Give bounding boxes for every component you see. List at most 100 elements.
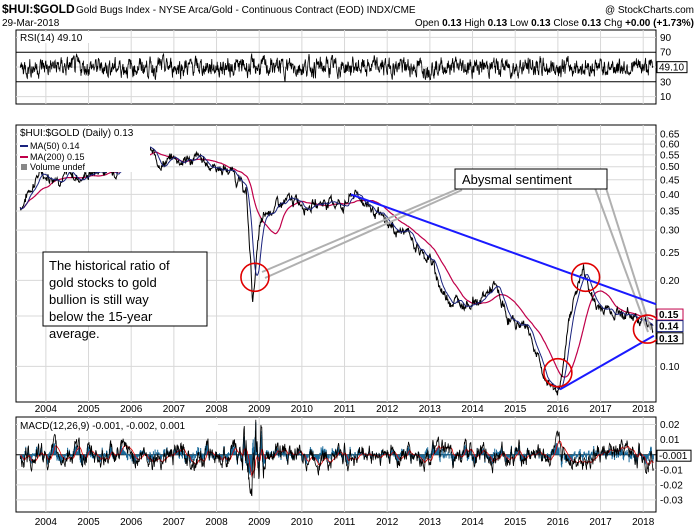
price-y-tick-label: 0.55: [660, 150, 680, 161]
x-tick-label-2010: 2010: [291, 404, 314, 415]
x-tick-label-macd-2014: 2014: [461, 517, 484, 528]
volume-legend: Volume undef: [30, 162, 86, 172]
circle-2016-high: [570, 262, 601, 293]
date-label: 29-Mar-2018: [2, 18, 60, 29]
circle-2016-low: [543, 357, 573, 388]
x-tick-label-macd-2013: 2013: [419, 517, 442, 528]
x-tick-label-2014: 2014: [461, 404, 484, 415]
x-tick-label-macd-2015: 2015: [504, 517, 527, 528]
symbol-description: Gold Bugs Index - NYSE Arca/Gold - Conti…: [76, 5, 416, 16]
x-tick-label-macd-2011: 2011: [334, 517, 356, 528]
x-tick-label-2006: 2006: [120, 404, 143, 415]
price-legend-bg: [18, 127, 150, 172]
rsi-title: RSI(14) 49.10: [20, 33, 83, 44]
x-tick-label-2018: 2018: [632, 404, 655, 415]
price-y-tick-label: 0.60: [660, 140, 680, 151]
note-line: bullion is still way: [49, 292, 149, 307]
x-tick-label-2005: 2005: [77, 404, 100, 415]
last-value-tags: 0.150.140.13 49.10 -0.001: [656, 61, 692, 462]
x-tick-label-macd-2018: 2018: [632, 517, 655, 528]
x-tick-label-2012: 2012: [376, 404, 399, 415]
macd-title-text: MACD(12,26,9) -0.001, -0.002, 0.001: [20, 421, 186, 432]
macd-value-tag-box: [656, 449, 692, 462]
macd-title-bg: [18, 419, 218, 431]
ohlc-readout: Open 0.13 High 0.13 Low 0.13 Close 0.13 …: [415, 18, 694, 29]
price-y-tick-label: 0.25: [660, 248, 680, 259]
x-tick-label-macd-2007: 2007: [163, 517, 186, 528]
note-line: gold stocks to gold: [49, 275, 157, 290]
rsi-line: [19, 53, 654, 82]
price-y-tick-label: 0.45: [660, 175, 680, 186]
macd-y-tick-label: -0.02: [660, 480, 683, 491]
symbol-title: $HUI:$GOLD: [2, 2, 75, 16]
price-title: $HUI:$GOLD (Daily) 0.13: [20, 128, 134, 139]
sentiment-box: [454, 168, 608, 190]
x-tick-label-2015: 2015: [504, 404, 527, 415]
macd-line: [19, 419, 654, 497]
price-y-tick-label: 0.65: [660, 130, 680, 141]
trendlines: [350, 193, 657, 391]
circle-2008-low: [240, 262, 270, 293]
callout-line-2009: [261, 187, 461, 273]
rsi-title-bg: [18, 32, 100, 43]
watermark: @ StockCharts.com: [605, 5, 694, 16]
rsi-value-tag-box: [656, 61, 688, 74]
price-y-tick-label: 0.40: [660, 190, 680, 201]
axis-labels: 2004 2004 2005 2005 2006 2006 2007 2007 2008 2008…: [35, 33, 683, 528]
x-tick-label-2013: 2013: [419, 404, 442, 415]
last-value-tag: 0.13: [659, 334, 679, 345]
note-box: The historical ratio of gold stocks to go…: [42, 251, 208, 341]
rsi-y-tick-label: 90: [660, 33, 672, 44]
macd-title: MACD(12,26,9) -0.001, -0.002, 0.001: [20, 421, 186, 432]
x-tick-label-macd-2006: 2006: [120, 517, 143, 528]
note-text: The historical ratio of gold stocks to go…: [49, 258, 170, 341]
x-tick-label-macd-2017: 2017: [589, 517, 612, 528]
callout-line-2018b: [594, 187, 649, 333]
note-line: average.: [49, 326, 100, 341]
x-tick-label-2011: 2011: [334, 404, 356, 415]
x-tick-label-macd-2005: 2005: [77, 517, 100, 528]
macd-y-tick-label: 0.01: [660, 435, 680, 446]
last-value-tag-box: [656, 320, 684, 333]
note-line: below the 15-year: [49, 309, 153, 324]
x-tick-label-macd-2010: 2010: [291, 517, 314, 528]
x-tick-label-2007: 2007: [163, 404, 186, 415]
macd-value-tag: -0.001: [659, 451, 688, 462]
price-y-tick-label: 0.30: [660, 226, 680, 237]
sentiment-callout: Abysmal sentiment: [261, 168, 652, 333]
rsi-y-tick-label: 30: [660, 77, 672, 88]
x-tick-label-macd-2008: 2008: [205, 517, 228, 528]
support-trendline: [559, 334, 655, 391]
last-value-tag: 0.14: [659, 322, 679, 333]
x-tick-label-macd-2009: 2009: [248, 517, 271, 528]
x-tick-label-macd-2004: 2004: [35, 517, 58, 528]
resistance-trendline: [350, 193, 657, 306]
ma50-legend: MA(50) 0.14: [30, 141, 80, 151]
macd-y-tick-label: -0.03: [660, 495, 683, 506]
price-y-tick-label: 0.35: [660, 206, 680, 217]
note-box-frame: [42, 251, 208, 327]
rsi-y-tick-label: 10: [660, 92, 672, 103]
callout-line-2009b: [264, 189, 463, 279]
rsi-value-tag: 49.10: [659, 63, 684, 74]
volume-legend-swatch: [21, 164, 27, 170]
x-tick-label-2016: 2016: [547, 404, 570, 415]
note-line: The historical ratio of: [49, 258, 170, 273]
x-tick-label-2008: 2008: [205, 404, 228, 415]
price-y-tick-label: 0.50: [660, 162, 680, 173]
price-y-tick-label: 0.20: [660, 276, 680, 287]
last-value-tag-box: [656, 332, 684, 345]
x-tick-label-2017: 2017: [589, 404, 612, 415]
x-tick-label-macd-2016: 2016: [547, 517, 570, 528]
rsi-series: [19, 53, 654, 82]
sentiment-label: Abysmal sentiment: [462, 172, 572, 187]
rsi-y-tick-label: 70: [660, 48, 672, 59]
x-tick-label-macd-2012: 2012: [376, 517, 399, 528]
macd-y-tick-label: -0.01: [660, 465, 683, 476]
macd-y-tick-label: 0.02: [660, 420, 680, 431]
last-value-tag: 0.15: [659, 310, 679, 321]
price-y-tick-label: 0.10: [660, 362, 680, 373]
macd-series: [19, 419, 654, 497]
x-tick-label-2009: 2009: [248, 404, 271, 415]
